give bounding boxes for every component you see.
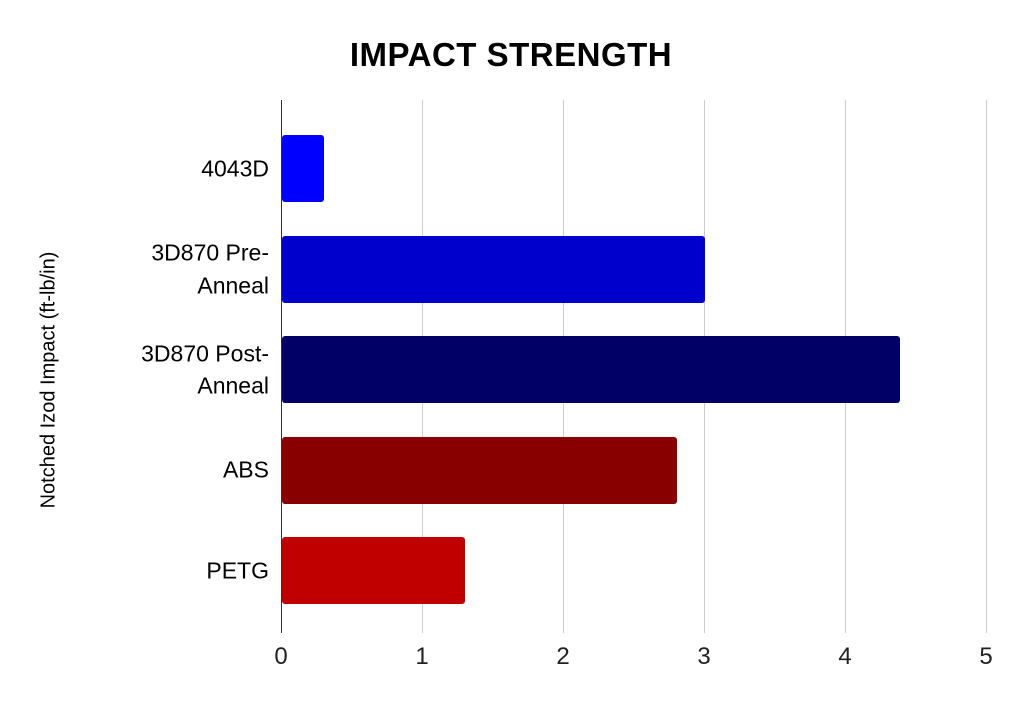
plot-area <box>281 100 987 633</box>
category-label-3d870-pre-anneal: 3D870 Pre-Anneal <box>151 239 269 299</box>
category-label-3d870-post-anneal: 3D870 Post-Anneal <box>141 340 269 399</box>
x-tick-label-3: 3 <box>697 643 711 670</box>
gridline-x-5 <box>986 100 987 633</box>
bar-abs[interactable] <box>282 436 677 504</box>
category-label-4043d: 4043D <box>201 155 269 182</box>
category-label-petg: PETG <box>206 557 269 584</box>
y-axis-title: Notched Izod Impact (ft-lb/in) <box>37 251 60 509</box>
x-tick-label-2: 2 <box>556 643 570 670</box>
bar-3d870-post-anneal[interactable] <box>282 336 900 404</box>
bar-4043d[interactable] <box>282 135 325 202</box>
bar-petg[interactable] <box>282 537 466 605</box>
x-tick-label-1: 1 <box>415 643 429 670</box>
x-tick-label-0: 0 <box>274 643 288 670</box>
bar-3d870-pre-anneal[interactable] <box>282 235 705 303</box>
chart-title: IMPACT STRENGTH <box>349 36 673 73</box>
x-tick-label-4: 4 <box>838 643 852 670</box>
zero-axis-line <box>281 100 282 633</box>
category-label-abs: ABS <box>222 456 269 483</box>
x-tick-label-5: 5 <box>979 643 993 670</box>
